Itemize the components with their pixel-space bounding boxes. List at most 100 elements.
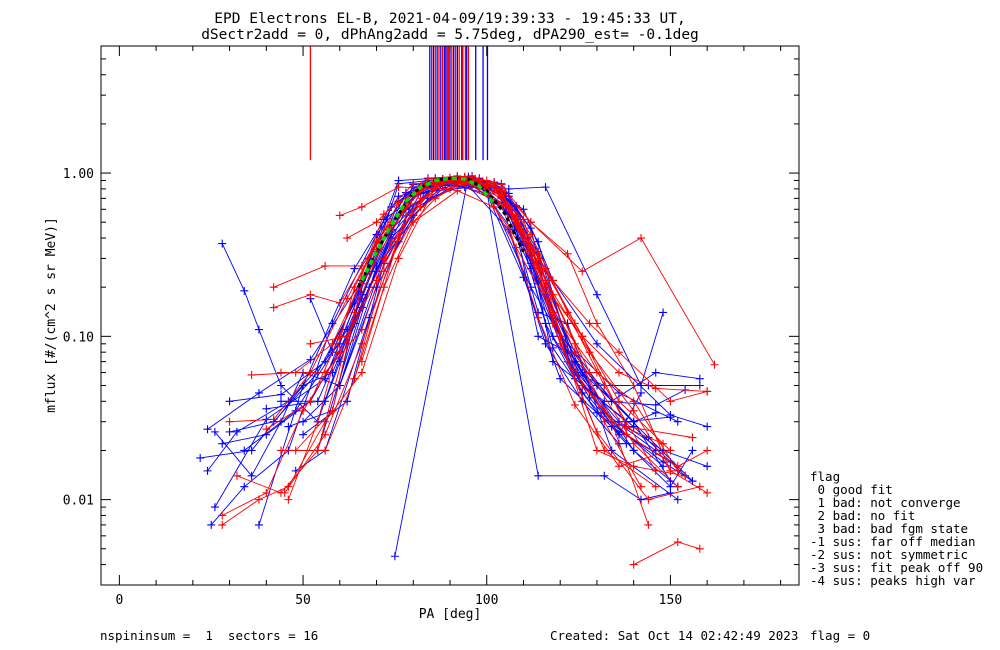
sweep-line xyxy=(295,181,620,472)
data-point xyxy=(240,446,249,455)
x-axis-label: PA [deg] xyxy=(419,607,482,622)
data-point xyxy=(600,381,609,390)
legend-entry: -4 sus: peaks high var xyxy=(810,573,976,588)
sweep-line xyxy=(229,177,679,488)
data-point xyxy=(218,239,227,248)
data-point xyxy=(688,446,697,455)
data-point xyxy=(357,357,366,366)
data-point xyxy=(343,332,352,341)
data-point xyxy=(703,462,712,471)
data-point xyxy=(321,397,330,406)
data-point xyxy=(357,325,366,334)
data-point xyxy=(431,194,440,203)
data-point xyxy=(629,381,638,390)
data-point xyxy=(695,544,704,553)
data-point xyxy=(629,462,638,471)
data-point xyxy=(321,261,330,270)
data-point xyxy=(269,415,278,424)
x-tick-label: 150 xyxy=(659,593,682,608)
data-point xyxy=(585,368,594,377)
legend-entry: 2 bad: no fit xyxy=(810,508,915,523)
data-point xyxy=(592,446,601,455)
sweep-line xyxy=(394,175,708,557)
data-point xyxy=(343,294,352,303)
data-point xyxy=(673,482,682,491)
data-point xyxy=(541,339,550,348)
data-point xyxy=(673,495,682,504)
sweep-line xyxy=(221,181,671,463)
data-point xyxy=(666,466,675,475)
legend-entry: 1 bad: not converge xyxy=(810,495,961,510)
x-tick-label: 50 xyxy=(295,593,311,608)
fit-curve xyxy=(360,176,496,282)
data-point xyxy=(673,417,682,426)
data-point xyxy=(203,466,212,475)
data-point xyxy=(541,283,550,292)
data-point xyxy=(710,360,719,369)
data-point xyxy=(328,406,337,415)
data-point xyxy=(313,417,322,426)
data-point xyxy=(350,374,359,383)
data-point xyxy=(299,430,308,439)
data-point xyxy=(357,368,366,377)
data-point xyxy=(637,388,646,397)
data-point xyxy=(390,552,399,561)
data-point xyxy=(548,276,557,285)
data-point xyxy=(416,194,425,203)
data-point xyxy=(306,397,315,406)
data-point xyxy=(695,374,704,383)
data-point xyxy=(526,243,535,252)
data-point xyxy=(299,406,308,415)
data-point xyxy=(247,446,256,455)
data-point xyxy=(614,368,623,377)
data-point xyxy=(607,417,616,426)
data-point xyxy=(666,446,675,455)
data-point xyxy=(321,430,330,439)
data-point xyxy=(196,453,205,462)
data-point xyxy=(394,183,403,192)
data-point xyxy=(578,267,587,276)
data-point xyxy=(703,387,712,396)
data-point xyxy=(218,511,227,520)
legend-title: flag xyxy=(810,469,840,484)
data-point xyxy=(607,446,616,455)
data-point xyxy=(225,417,234,426)
data-point xyxy=(556,339,565,348)
legend-entry: -3 sus: fit peak off 90 xyxy=(810,560,983,575)
y-tick-label: 0.10 xyxy=(63,330,94,345)
data-point xyxy=(335,211,344,220)
data-point xyxy=(651,482,660,491)
data-point xyxy=(306,368,315,377)
data-point xyxy=(328,339,337,348)
sweep-line xyxy=(221,176,649,526)
data-point xyxy=(673,538,682,547)
data-point xyxy=(548,332,557,341)
data-point xyxy=(637,482,646,491)
sweep-line xyxy=(210,178,671,526)
data-point xyxy=(277,368,286,377)
legend-entry: -2 sus: not symmetric xyxy=(810,547,968,562)
data-point xyxy=(512,243,521,252)
data-point xyxy=(695,381,704,390)
data-point xyxy=(232,471,241,480)
data-point xyxy=(247,471,256,480)
data-point xyxy=(644,495,653,504)
data-point xyxy=(614,462,623,471)
data-point xyxy=(541,264,550,273)
data-point xyxy=(379,254,388,263)
data-point xyxy=(335,357,344,366)
data-point xyxy=(659,308,668,317)
data-point xyxy=(651,408,660,417)
data-point xyxy=(681,471,690,480)
data-point xyxy=(592,339,601,348)
data-point xyxy=(629,439,638,448)
data-point xyxy=(703,446,712,455)
sweep-line xyxy=(229,181,664,445)
data-point xyxy=(225,427,234,436)
data-point xyxy=(321,446,330,455)
plot-area xyxy=(196,46,719,569)
data-point xyxy=(232,427,241,436)
data-point xyxy=(637,381,646,390)
data-point xyxy=(269,303,278,312)
data-point xyxy=(541,183,550,192)
